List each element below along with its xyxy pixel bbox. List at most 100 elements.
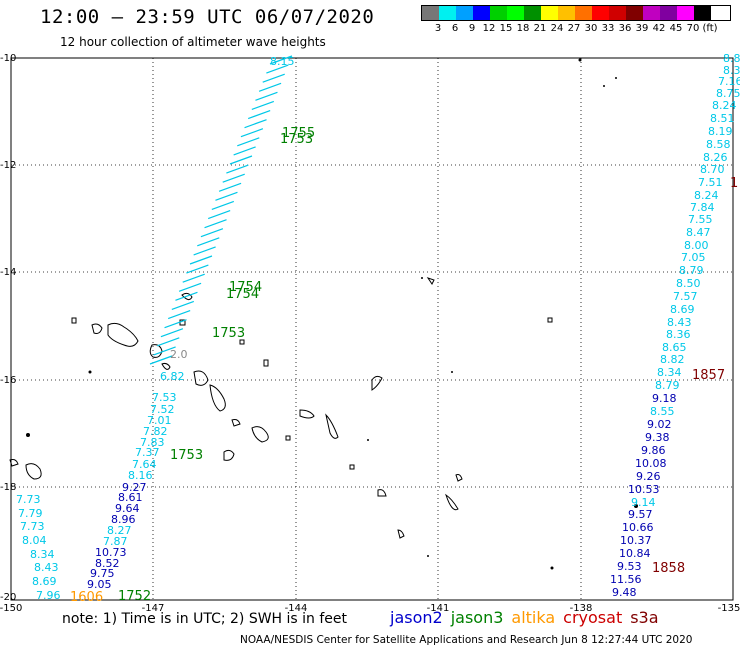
color-scale-label: 21 [533, 23, 547, 34]
island-outline [263, 359, 269, 367]
lat-tick-label: -12 [0, 160, 17, 171]
swh-value-left-track: 8.61 [118, 491, 143, 504]
island-outline [325, 413, 339, 439]
track-stroke [258, 82, 282, 92]
swh-value-left-track: 7.79 [18, 507, 43, 520]
map-subtitle: 12 hour collection of altimeter wave hei… [60, 35, 326, 49]
color-scale-swatch [694, 6, 711, 20]
island-outline [91, 323, 103, 334]
swh-value-right-track: 8.69 [670, 303, 695, 316]
lat-tick-label: -16 [0, 375, 17, 386]
color-scale-swatch [643, 6, 660, 20]
island-outline [231, 419, 241, 427]
island-dot [615, 77, 617, 79]
swh-value-right-track: 7.51 [698, 176, 723, 189]
track-time-label: 1753 [170, 448, 204, 463]
swh-value-left-track: 7.01 [147, 414, 172, 427]
swh-value-right-track: 10.84 [619, 547, 651, 560]
diagonal-track-strokes [149, 55, 293, 365]
lon-tick-label: -141 [426, 603, 450, 614]
track-stroke [193, 246, 216, 256]
track-stroke [189, 255, 213, 265]
swh-value-left-track: 8.27 [107, 524, 132, 537]
swh-value-left-track: 8.43 [34, 561, 59, 574]
swh-value-right-track: 8.82 [660, 353, 685, 366]
swh-value-right-track: 10.53 [628, 483, 660, 496]
color-scale-swatch [473, 6, 490, 20]
swh-value-left-track: 7.37 [135, 446, 160, 459]
swh-value-right-track: 8.47 [686, 226, 711, 239]
island-outline [107, 322, 139, 347]
map-title: 12:00 – 23:59 UTC 06/07/2020 [40, 6, 375, 28]
swh-value-right-track: 9.18 [652, 392, 677, 405]
track-stroke [186, 264, 209, 274]
swh-value-left-track: 8.52 [95, 557, 120, 570]
color-scale-label: 3 [434, 23, 442, 34]
island-outline [161, 362, 171, 370]
track-stroke [251, 100, 275, 111]
island-dot [367, 439, 369, 441]
swh-value-right-track: 8.58 [706, 138, 731, 151]
swh-value-right-track: 11.56 [610, 573, 642, 586]
map-note: note: 1) Time is in UTC; 2) SWH is in fe… [62, 611, 348, 627]
lat-tick-label: -18 [0, 482, 17, 493]
swh-value-left-track: 8.16 [128, 469, 153, 482]
swh-value-right-track: 9.48 [612, 586, 637, 599]
track-stroke [178, 282, 202, 292]
track-time-label: 1 [730, 176, 739, 191]
track-stroke [160, 328, 184, 338]
color-scale-label: 39 [635, 23, 649, 34]
color-scale-label: 9 [468, 23, 476, 34]
swh-value-right-track: 10.37 [620, 534, 652, 547]
swh-value-right-track: 8.36 [666, 328, 691, 341]
map-frame [10, 57, 734, 601]
swh-value-left-track: 6.82 [160, 370, 185, 383]
color-scale-swatch [592, 6, 609, 20]
small-islands [26, 58, 638, 570]
swh-value-right-track: 8.65 [662, 341, 687, 354]
track-time-label: 1858 [652, 561, 686, 576]
island-outline [251, 426, 269, 443]
swh-value-left-track: 8.34 [30, 548, 55, 561]
island-outline [455, 474, 463, 482]
track-stroke [255, 91, 278, 101]
island-outline [9, 459, 19, 467]
color-scale-swatch [575, 6, 592, 20]
island-outline [239, 339, 245, 345]
island-dot [578, 58, 582, 62]
swh-value-left-track: 7.73 [20, 520, 45, 533]
swh-value-right-track: 7.84 [690, 201, 715, 214]
color-scale-label: 12 [482, 23, 496, 34]
track-stroke [164, 319, 187, 329]
color-scale-labels: 3 6 9 12 15 18 21 24 27 30 33 36 39 42 45 70 (ft) [421, 21, 731, 35]
legend-jason2: jason2 [390, 608, 443, 627]
track-stroke [207, 209, 231, 220]
color-scale-swatch [439, 6, 456, 20]
color-scale-boxes [421, 5, 731, 21]
track-stroke [233, 146, 256, 156]
color-scale-label: 27 [567, 23, 581, 34]
swh-value-left-track: 9.27 [122, 481, 147, 494]
track-stroke [153, 346, 176, 356]
swh-value-right-track: 9.57 [628, 508, 653, 521]
track-stroke [266, 64, 289, 74]
island-outline [349, 464, 355, 470]
swh-value-right-track: 8.3 [723, 64, 740, 77]
swh-value-right-track: 8.79 [679, 264, 704, 277]
track-time-label: 1755 [282, 126, 316, 141]
color-scale-label: 30 [584, 23, 598, 34]
island-outline [25, 463, 42, 480]
color-scale-label: 45 [669, 23, 683, 34]
swh-value-right-track: 8.19 [708, 125, 733, 138]
lat-tick-label: -14 [0, 267, 17, 278]
swh-value-diagonal-track: 8.15 [270, 55, 295, 68]
color-scale-swatch [660, 6, 677, 20]
swh-value-right-track: 8.50 [676, 277, 701, 290]
island-dot [603, 85, 605, 87]
swh-value-left-track: 7.53 [152, 391, 177, 404]
swh-value-right-track: 8.8 [723, 52, 740, 65]
swh-value-left-track: 8.04 [22, 534, 47, 547]
color-scale-label: 42 [652, 23, 666, 34]
track-stroke [200, 228, 224, 238]
